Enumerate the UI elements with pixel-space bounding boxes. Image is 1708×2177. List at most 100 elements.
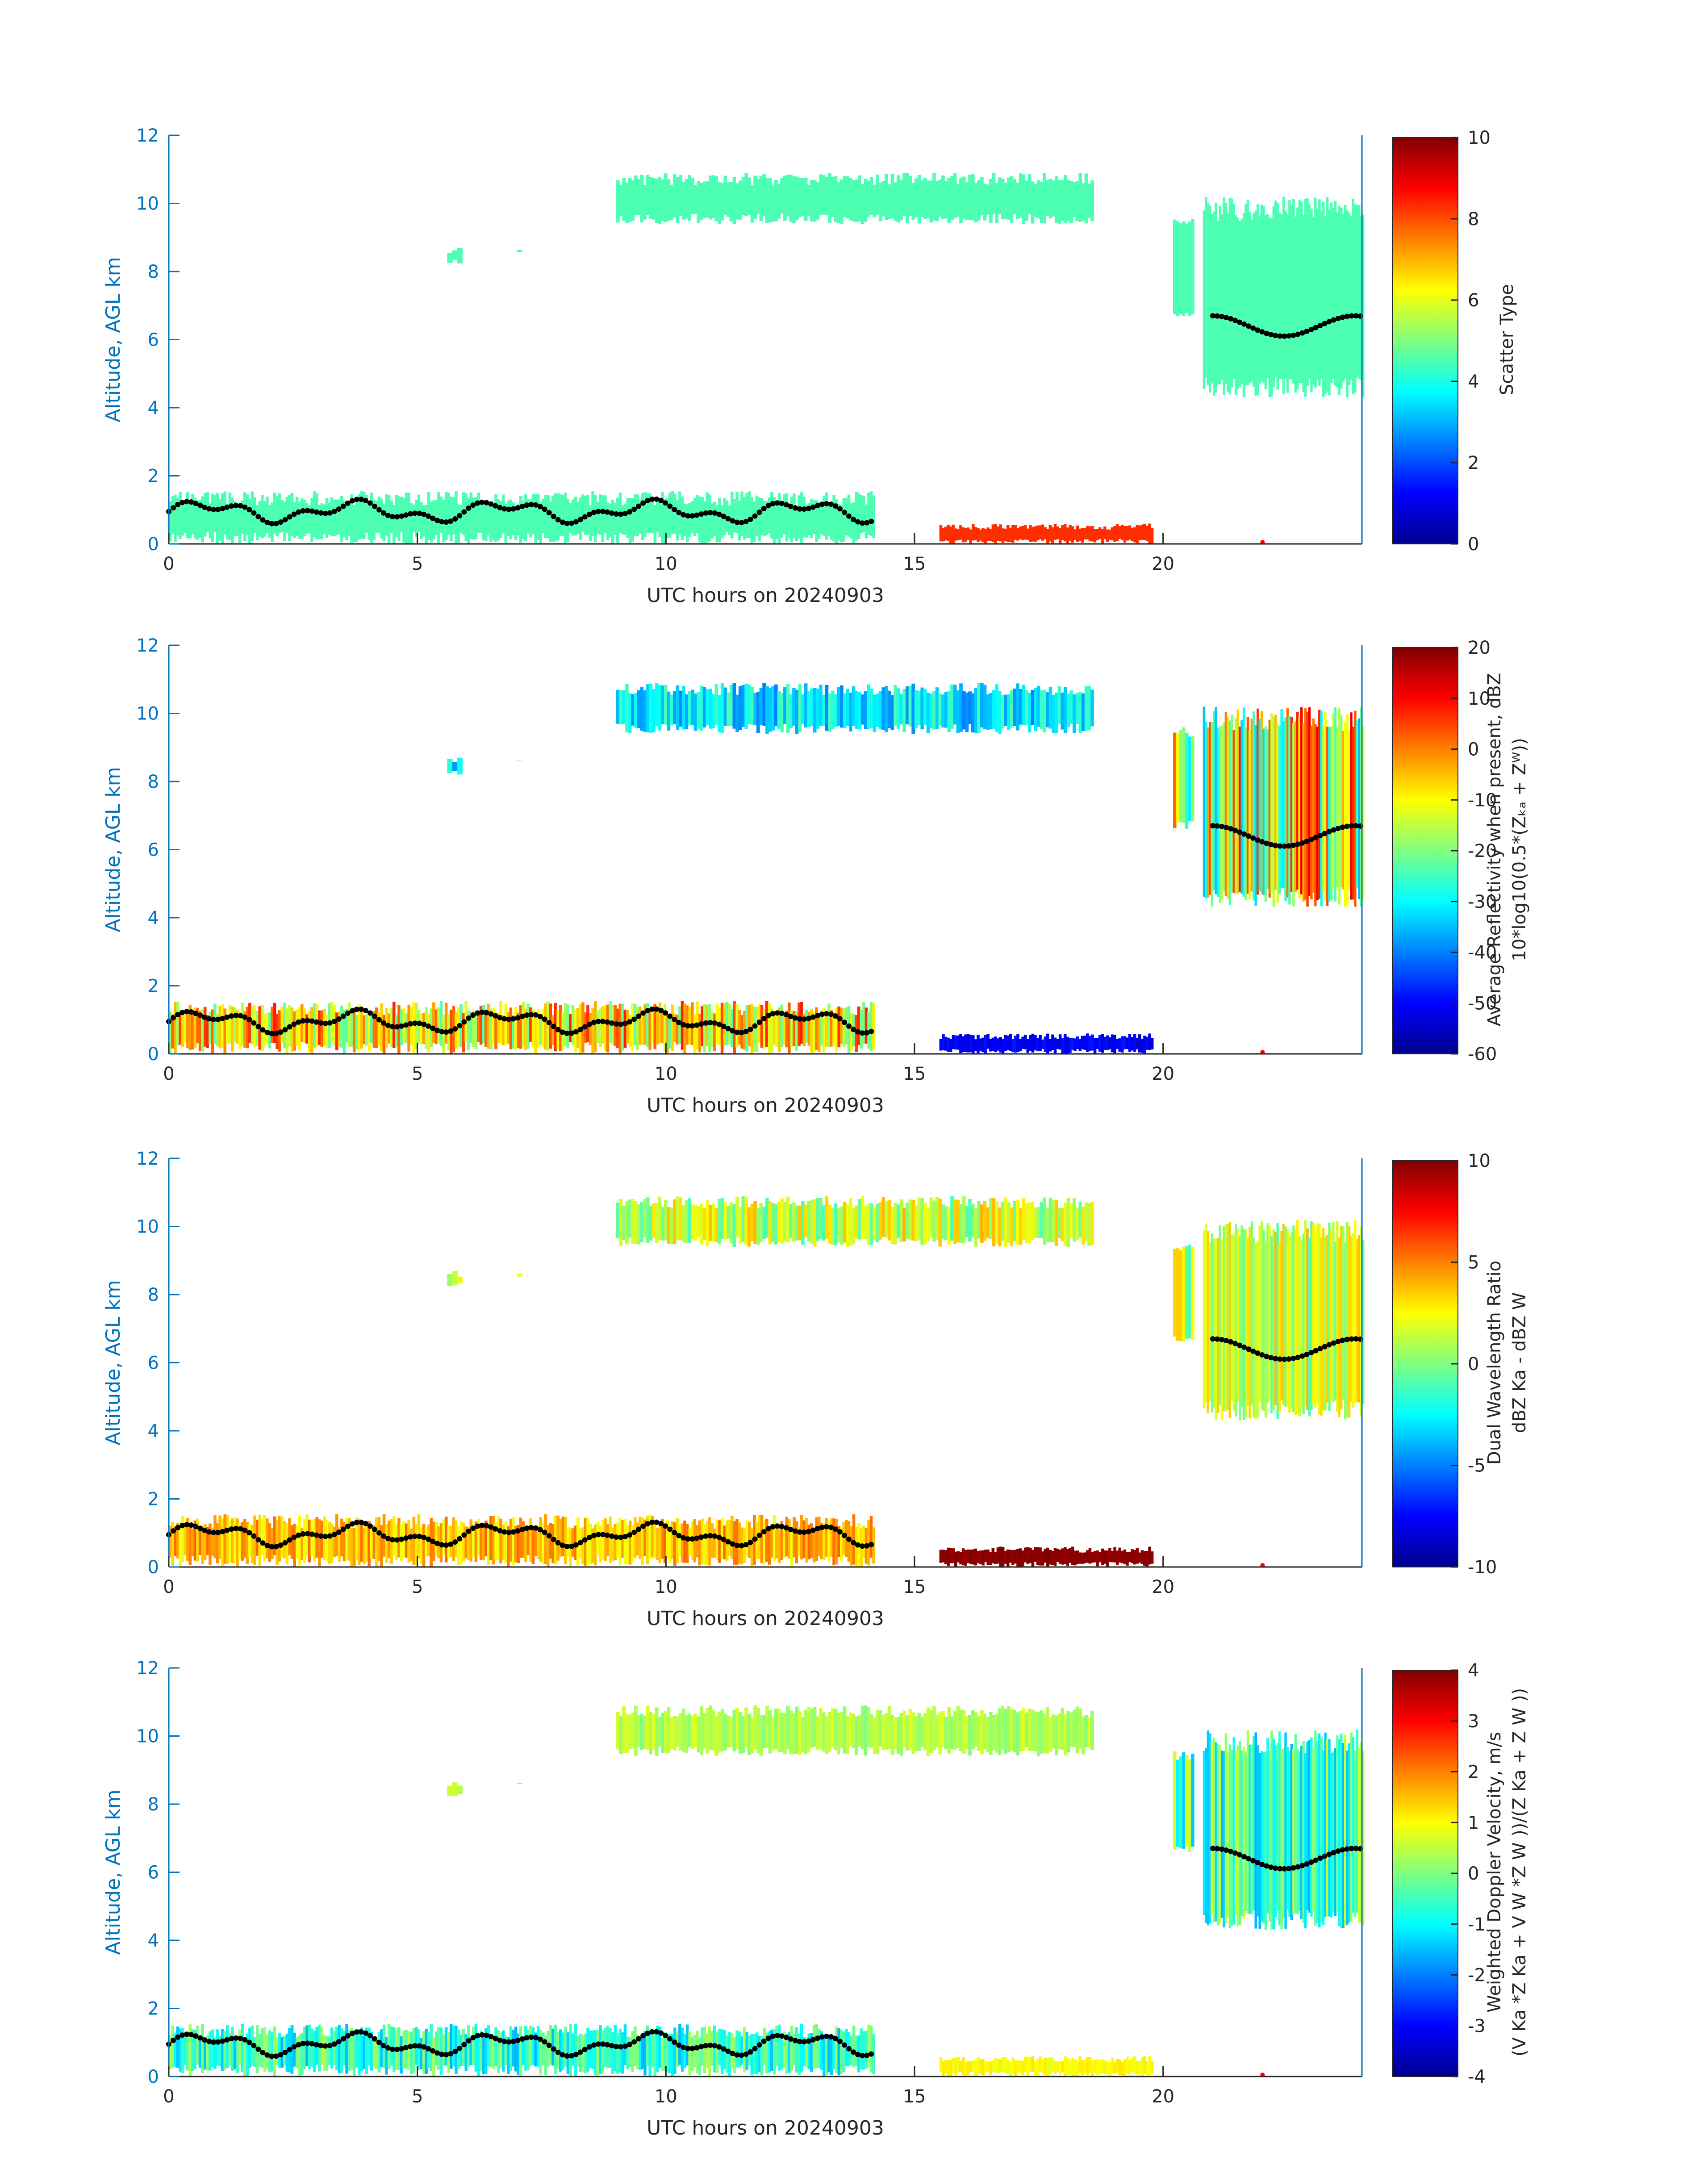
radar-column [777,1007,781,1052]
radar-column [1223,722,1225,891]
radar-column [1027,1709,1031,1751]
radar-column [1082,183,1085,221]
cloud-base-marker [810,504,816,510]
cloud-base-marker [412,510,418,516]
radar-column [768,2031,771,2073]
radar-column [1231,1749,1233,1926]
radar-column [196,1518,199,1562]
radar-column [740,2036,743,2065]
cloud-base-marker [1219,1337,1225,1342]
radar-column [1246,1237,1249,1406]
radar-column [1048,179,1052,219]
radar-column [1360,1742,1362,1922]
cloud-base-marker [171,1528,176,1534]
radar-column [1004,1550,1007,1564]
cloud-base-marker [801,2039,807,2045]
radar-column [604,495,607,533]
radar-column [372,1011,376,1048]
radar-column [905,686,909,725]
radar-column [983,1201,987,1241]
radar-column [971,1203,975,1238]
colorbar-tick-label: -5 [1468,1456,1486,1476]
cloud-base-marker [403,2045,409,2051]
radar-column [974,183,978,223]
radar-column [1288,1235,1291,1413]
radar-column [377,497,381,533]
radar-column [524,2026,527,2071]
cloud-base-marker [851,2049,856,2055]
radar-column [989,1552,992,1565]
radar-column [415,500,418,538]
cloud-base-marker [774,500,780,506]
radar-column [596,501,600,535]
radar-column [452,1271,458,1286]
cloud-base-marker [823,1011,829,1016]
radar-column [989,693,993,729]
cloud-base-marker [779,2033,785,2039]
radar-column [266,1518,269,1559]
radar-column [688,1198,691,1243]
cloud-base-marker [434,518,440,523]
radar-column [375,501,378,533]
radar-column [186,1011,189,1049]
cloud-base-marker [193,501,199,506]
radar-column [825,1196,829,1240]
radar-column [382,504,386,542]
cloud-base-marker [533,1525,539,1531]
cloud-base-marker [331,1019,337,1024]
radar-column [325,498,329,538]
radar-column [1078,1039,1082,1051]
radar-column [425,505,428,543]
radar-column [944,1717,948,1749]
radar-column [802,2037,806,2067]
radar-column [1031,2056,1035,2072]
radar-column [969,529,973,544]
radar-column [524,1008,527,1050]
radar-column [184,1012,187,1043]
radar-column [655,178,659,223]
radar-column [504,1004,508,1046]
radar-column [720,1709,724,1752]
radar-column [835,2027,838,2073]
radar-column [1010,176,1014,223]
radar-column [944,1036,948,1051]
radar-column [1356,205,1359,378]
radar-column [251,1525,254,1563]
radar-column [681,496,684,540]
radar-column [228,492,232,540]
radar-column [798,1711,802,1755]
radar-column [1046,529,1049,544]
radar-column [938,1199,942,1247]
radar-column [834,176,838,222]
radar-column [477,1519,480,1555]
cloud-base-marker [1228,1848,1234,1854]
cloud-base-marker [582,1537,588,1543]
radar-column [807,184,811,216]
radar-column [628,1199,632,1238]
radar-column [623,1009,627,1048]
radar-column [855,179,859,222]
radar-column [559,1005,562,1051]
radar-column [959,1552,962,1565]
radar-column [347,504,351,536]
radar-column [1219,206,1221,384]
cloud-base-marker [470,1525,476,1531]
radar-column [1253,1237,1255,1417]
cloud-base-marker [233,1525,239,1531]
radar-column [643,1199,647,1237]
cloud-base-marker [443,1542,449,1548]
radar-column [1006,525,1010,543]
radar-column [639,499,642,534]
radar-column [986,694,990,730]
radar-column [1021,1550,1024,1567]
radar-column [942,528,945,542]
radar-column [1324,1236,1327,1411]
radar-column [783,1713,787,1755]
radar-column [896,1717,900,1754]
radar-column [996,1038,1000,1051]
radar-column [971,1710,975,1750]
cloud-base-marker [1268,332,1274,338]
radar-column [290,1525,294,1559]
cloud-base-marker [372,1013,377,1019]
cloud-base-marker [291,1021,297,1027]
